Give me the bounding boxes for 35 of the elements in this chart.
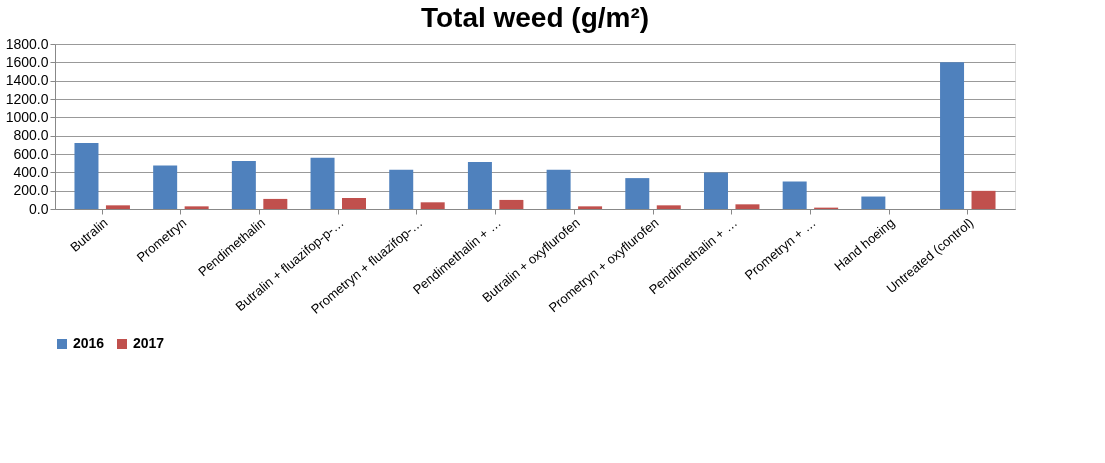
y-tick-label: 1600.0	[5, 53, 49, 70]
bar	[231, 161, 256, 209]
bar	[735, 204, 760, 209]
bar	[971, 190, 996, 209]
y-tick-label: 1800.0	[5, 35, 49, 52]
y-tick-label: 200.0	[13, 182, 49, 199]
y-tick-label: 0.0	[29, 200, 49, 217]
y-tick-label: 400.0	[13, 163, 49, 180]
bar	[861, 196, 886, 209]
bar	[546, 169, 571, 209]
bar	[153, 165, 178, 209]
y-tick-label: 1200.0	[5, 90, 49, 107]
legend-label: 2016	[73, 335, 105, 351]
y-tick-label: 1400.0	[5, 72, 49, 89]
bar	[389, 169, 414, 209]
y-tick-label: 800.0	[13, 127, 49, 144]
bar	[656, 205, 681, 209]
y-tick-label: 1000.0	[5, 108, 49, 125]
bar	[105, 205, 130, 209]
legend-label: 2017	[133, 335, 165, 351]
chart-title: Total weed (g/m²)	[420, 2, 650, 33]
bar	[578, 206, 603, 209]
bar	[342, 198, 367, 209]
bar	[940, 62, 965, 209]
bar	[625, 178, 650, 209]
bar	[703, 172, 728, 209]
bar	[782, 181, 807, 209]
bar	[467, 162, 492, 209]
bar	[184, 206, 209, 209]
bar	[263, 198, 288, 209]
bar	[499, 199, 524, 209]
bar	[420, 202, 445, 209]
y-tick-label: 600.0	[13, 145, 49, 162]
bar	[74, 143, 99, 209]
bar	[310, 157, 335, 209]
